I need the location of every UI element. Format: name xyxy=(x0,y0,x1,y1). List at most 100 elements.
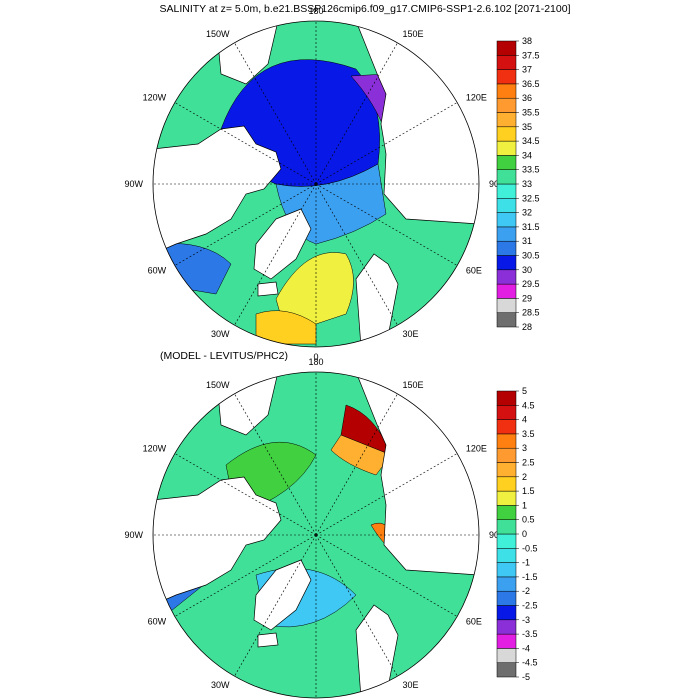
colorbar-tick-label: 1 xyxy=(522,500,527,510)
colorbar-swatch xyxy=(496,312,517,328)
colorbar-tick-label: -5 xyxy=(522,672,530,682)
colorbar-tick-label: 30.5 xyxy=(522,251,540,261)
colorbar-swatch xyxy=(496,97,517,113)
colorbar-swatch xyxy=(496,476,517,492)
colorbar-swatch xyxy=(496,169,517,185)
colorbar-swatch xyxy=(496,405,517,420)
colorbar-swatch xyxy=(496,226,517,242)
colorbar-swatch xyxy=(496,83,517,99)
colorbar-tick-label: 34 xyxy=(522,150,532,160)
landmass-4 xyxy=(355,604,399,698)
lon-label: 30E xyxy=(403,680,419,690)
meridian-line xyxy=(174,534,317,617)
meridian-line xyxy=(315,183,398,326)
colorbar-swatch xyxy=(496,519,517,535)
lon-label: 150E xyxy=(403,29,424,39)
colorbar-swatch xyxy=(496,619,517,635)
colorbar-tick-label: 4 xyxy=(522,415,527,425)
meridian-line xyxy=(174,453,317,536)
colorbar-tick-label: -3 xyxy=(522,615,530,625)
landmass-2 xyxy=(253,559,312,631)
meridian-line xyxy=(315,453,458,536)
colorbar-tick-label: 38 xyxy=(522,36,532,46)
lon-label: 150W xyxy=(206,380,230,390)
colorbar-tick-label: -0.5 xyxy=(522,543,538,553)
colorbar-swatch xyxy=(496,590,517,606)
lon-label: 30W xyxy=(211,329,230,339)
colorbar-tick-label: 2.5 xyxy=(522,458,535,468)
difference-colorbar: -5 -4.5 -4 -3.5 -3 -2.5 -2 -1.5 -1 -0.5 0 0.5 1 1.5 2 2… xyxy=(496,386,538,682)
colorbar-tick-label: 36 xyxy=(522,93,532,103)
diff-siberian-mid xyxy=(330,434,392,476)
colorbar-tick-label: 36.5 xyxy=(522,79,540,89)
colorbar-tick-label: 32 xyxy=(522,208,532,218)
colorbar-swatch xyxy=(496,576,517,592)
colorbar-swatch xyxy=(496,390,517,406)
colorbar-swatch xyxy=(496,562,517,578)
colorbar-tick-label: -2 xyxy=(522,586,530,596)
lon-label: 150E xyxy=(403,380,424,390)
colorbar-swatch xyxy=(496,240,517,256)
colorbar-swatch xyxy=(496,155,517,170)
lon-label: 0 xyxy=(313,352,318,362)
colorbar-swatch xyxy=(496,548,517,563)
colorbar-tick-label: 32.5 xyxy=(522,193,540,203)
lon-label: 60E xyxy=(466,617,482,627)
colorbar-tick-label: 4.5 xyxy=(522,400,535,410)
colorbar-tick-label: 35.5 xyxy=(522,108,540,118)
lon-label: 120E xyxy=(466,93,487,103)
colorbar-swatch xyxy=(496,447,517,463)
lon-label: 180 xyxy=(308,357,323,367)
colorbar-tick-label: 30 xyxy=(522,265,532,275)
meridian-line xyxy=(315,393,398,536)
colorbar-swatch xyxy=(496,633,517,649)
colorbar-tick-label: 1.5 xyxy=(522,486,535,496)
colorbar-tick-label: 29.5 xyxy=(522,279,540,289)
colorbar-swatch xyxy=(496,212,517,228)
colorbar-tick-label: -3.5 xyxy=(522,629,538,639)
colorbar-swatch xyxy=(496,490,517,506)
lon-label: 180 xyxy=(308,6,323,16)
meridian-line xyxy=(315,102,458,185)
colorbar-tick-label: 33.5 xyxy=(522,165,540,175)
landmass-0 xyxy=(153,476,282,606)
colorbar-tick-label: 2 xyxy=(522,472,527,482)
map-boundary xyxy=(152,20,480,348)
lon-label: 120W xyxy=(143,93,167,103)
colorbar-tick-label: 31.5 xyxy=(522,222,540,232)
lon-label: 60W xyxy=(148,617,167,627)
colorbar-tick-label: 37 xyxy=(522,65,532,75)
lon-label: 120W xyxy=(143,444,167,454)
difference-subtitle: (MODEL - LEVITUS/PHC2) xyxy=(160,350,288,362)
colorbar-swatch xyxy=(496,433,517,449)
difference-map: 180150E120E90E60E30E030W60W90W120W150W xyxy=(124,357,505,699)
lon-label: 30W xyxy=(211,680,230,690)
colorbar-tick-label: -1.5 xyxy=(522,572,538,582)
colorbar-tick-label: 3 xyxy=(522,443,527,453)
meridian-line xyxy=(315,534,398,677)
colorbar-swatch xyxy=(496,112,517,128)
colorbar-swatch xyxy=(496,126,517,142)
graticule xyxy=(153,21,479,347)
colorbar-swatch xyxy=(496,269,517,285)
colorbar-swatch xyxy=(496,298,517,313)
meridian-line xyxy=(234,42,317,185)
meridian-line xyxy=(234,534,317,677)
colorbar-swatch xyxy=(496,40,517,56)
meridian-line xyxy=(174,183,317,266)
colorbar-tick-label: 3.5 xyxy=(522,429,535,439)
colorbar-tick-label: -2.5 xyxy=(522,601,538,611)
map-boundary xyxy=(152,371,480,699)
colorbar-tick-label: 28.5 xyxy=(522,308,540,318)
colorbar-tick-label: 35 xyxy=(522,122,532,132)
meridian-line xyxy=(315,183,458,266)
colorbar-tick-label: 0 xyxy=(522,529,527,539)
lon-label: 90W xyxy=(124,530,143,540)
lon-label: 150W xyxy=(206,29,230,39)
lon-label: 120E xyxy=(466,444,487,454)
graticule xyxy=(153,372,479,698)
colorbar-swatch xyxy=(496,183,517,199)
meridian-line xyxy=(234,183,317,326)
colorbar-swatch xyxy=(496,198,517,213)
meridian-line xyxy=(234,393,317,536)
